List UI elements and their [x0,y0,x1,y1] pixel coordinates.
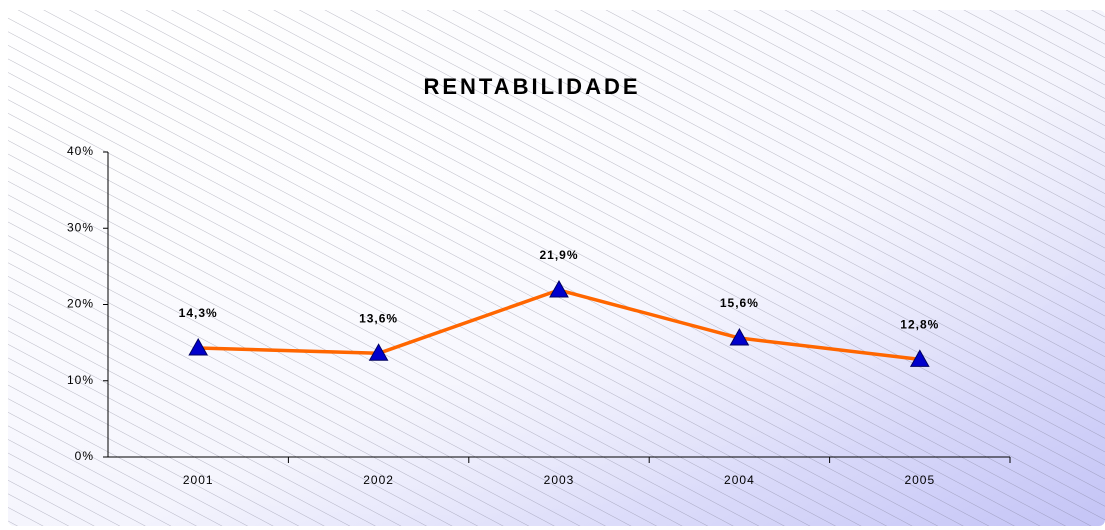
x-tick-label: 2001 [183,473,214,487]
value-label: 14,3% [179,306,218,320]
data-marker [368,343,389,361]
y-tick-label: 0% [75,449,94,463]
data-marker [909,349,930,367]
x-tick-label: 2005 [904,473,935,487]
value-label: 15,6% [720,296,759,310]
x-tick-label: 2002 [363,473,394,487]
y-tick-label: 40% [67,144,94,158]
x-tick-label: 2004 [724,473,755,487]
value-label: 21,9% [539,248,578,262]
x-tick-label: 2003 [544,473,575,487]
y-tick-label: 20% [67,297,94,311]
y-tick-label: 30% [67,220,94,234]
data-marker [729,328,750,346]
chart-title: RENTABILIDADE [423,74,640,99]
data-marker [549,279,569,298]
value-label: 13,6% [359,311,398,325]
background-hatch [8,10,1105,526]
data-marker [188,337,209,356]
value-label: 12,8% [900,318,939,332]
y-tick-label: 10% [67,373,94,387]
